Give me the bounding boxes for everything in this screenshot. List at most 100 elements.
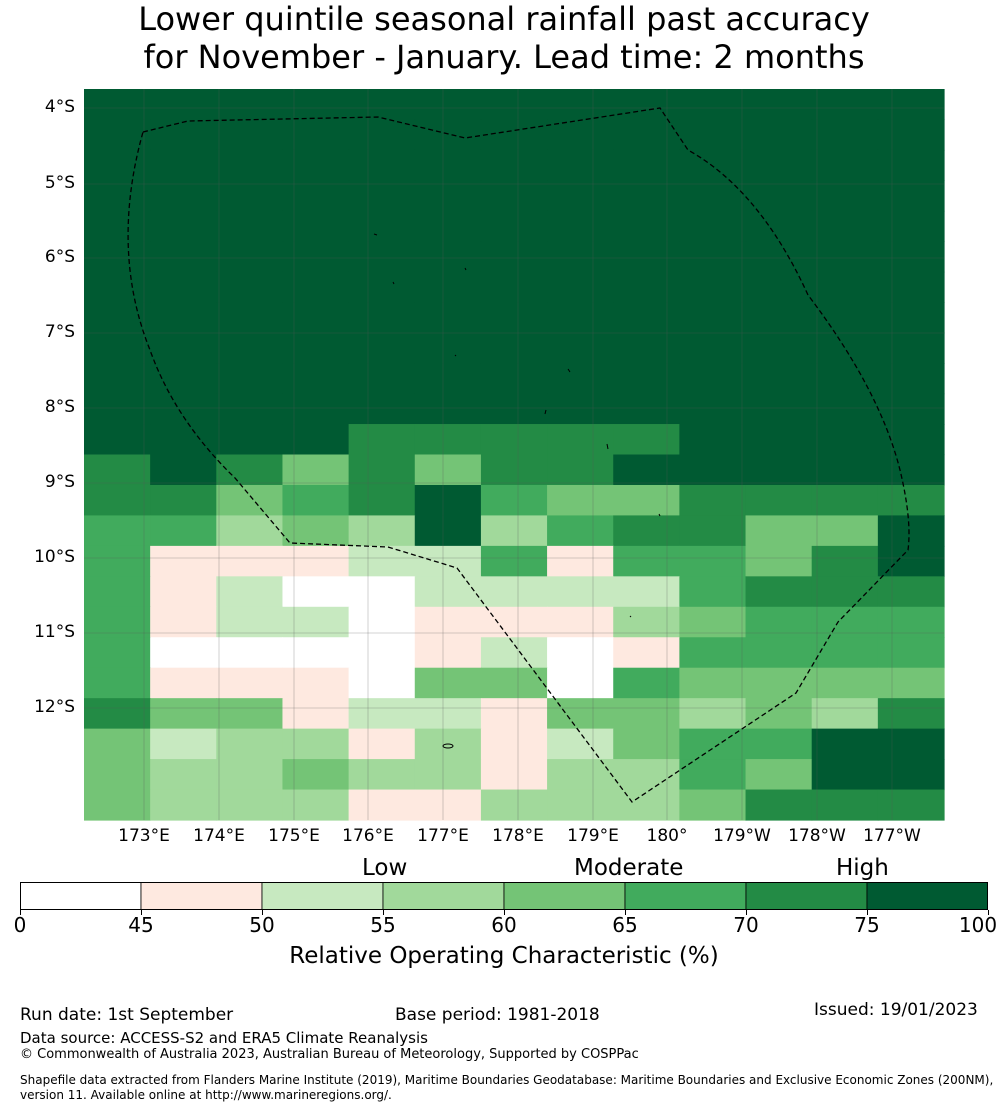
grid-cell [811, 698, 879, 730]
grid-cell [547, 332, 614, 364]
grid-cell [547, 606, 614, 638]
issued-date: Issued: 19/01/2023 [814, 1000, 978, 1020]
grid-cell [414, 637, 482, 669]
grid-cell [877, 667, 945, 699]
grid-cell [348, 484, 416, 517]
grid-cell [679, 667, 747, 699]
grid-cell [811, 119, 879, 151]
colorbar-tick-mark [141, 910, 142, 915]
grid-cell [150, 363, 217, 395]
grid-cell [216, 789, 284, 821]
grid-cell [150, 667, 217, 699]
grid-cell [547, 728, 614, 760]
grid-cell [84, 302, 151, 334]
grid-cell [877, 484, 945, 517]
grid-cell [547, 302, 614, 334]
grid-cell [414, 210, 482, 242]
grid-cell [216, 759, 284, 791]
grid-cell [282, 637, 350, 669]
grid-cell [216, 545, 284, 577]
colorbar-segment [261, 882, 384, 910]
grid-cell [547, 759, 614, 791]
grid-cell [414, 667, 482, 699]
grid-cell [216, 149, 284, 181]
longitude-label: 177°E [417, 826, 469, 846]
grid-cell [679, 515, 747, 547]
grid-cell [480, 576, 548, 608]
grid-cell [877, 180, 945, 212]
grid-cell [613, 119, 680, 151]
grid-cell [84, 424, 151, 456]
grid-cell [679, 789, 747, 821]
grid-cell [613, 545, 680, 577]
grid-cell [480, 302, 548, 334]
latitude-label: 8°S [44, 397, 75, 417]
grid-cell [282, 149, 350, 181]
grid-cell [679, 363, 747, 395]
island [392, 281, 395, 285]
grid-cell [216, 119, 284, 151]
grid-cell [679, 484, 747, 517]
grid-cell [679, 424, 747, 456]
longitude-label: 178°W [788, 826, 846, 846]
grid-cell [282, 576, 350, 608]
chart-title-line1: Lower quintile seasonal rainfall past ac… [138, 0, 870, 38]
grid-cell [877, 728, 945, 760]
grid-cell [84, 271, 151, 303]
colorbar-tick-mark [746, 910, 747, 915]
band-label-moderate: Moderate [574, 855, 684, 881]
colorbar-segment [382, 882, 505, 910]
grid-cell [745, 606, 813, 638]
grid-cell [745, 698, 813, 730]
grid-cell [811, 332, 879, 364]
grid-cell [150, 515, 217, 547]
grid-cell [216, 484, 284, 517]
grid-cell [414, 454, 482, 486]
colorbar-tick-label: 0 [13, 913, 27, 937]
grid-cell [348, 454, 416, 486]
island [464, 267, 467, 271]
grid-cell [348, 789, 416, 821]
grid-cell [613, 332, 680, 364]
grid-cell [613, 363, 680, 395]
grid-cell [216, 89, 284, 121]
grid-cell [877, 759, 945, 791]
grid-cell [480, 545, 548, 577]
grid-cell [877, 210, 945, 242]
grid-cell [282, 332, 350, 364]
colorbar-tick-label: 75 [854, 913, 880, 937]
grid-cell [547, 271, 614, 303]
grid-cell [679, 393, 747, 425]
grid-cell [877, 271, 945, 303]
grid-cell [745, 545, 813, 577]
grid-cell [480, 484, 548, 517]
grid-cell [679, 210, 747, 242]
colorbar-tick-label: 55 [370, 913, 396, 937]
grid-cell [216, 363, 284, 395]
colorbar-tick-label: 60 [491, 913, 517, 937]
grid-cell [84, 484, 151, 517]
eez-boundary [127, 107, 910, 803]
grid-cell [216, 180, 284, 212]
grid-cell [348, 393, 416, 425]
grid-cell [811, 789, 879, 821]
grid-cell [547, 363, 614, 395]
grid-cell [150, 119, 217, 151]
longitude-label: 180° [646, 826, 688, 846]
grid-cell [613, 637, 680, 669]
grid-cell [150, 576, 217, 608]
grid-cell [282, 180, 350, 212]
grid-cell [613, 667, 680, 699]
latitude-label: 6°S [44, 247, 75, 267]
latitude-label: 9°S [44, 472, 75, 492]
grid-cell [547, 149, 614, 181]
grid-cell [811, 637, 879, 669]
grid-cell [613, 241, 680, 273]
grid-cell [745, 576, 813, 608]
grid-cell [216, 241, 284, 273]
grid-cell [613, 302, 680, 334]
island [606, 443, 609, 450]
grid-cell [547, 789, 614, 821]
grid-cell [613, 210, 680, 242]
grid-cell [679, 637, 747, 669]
